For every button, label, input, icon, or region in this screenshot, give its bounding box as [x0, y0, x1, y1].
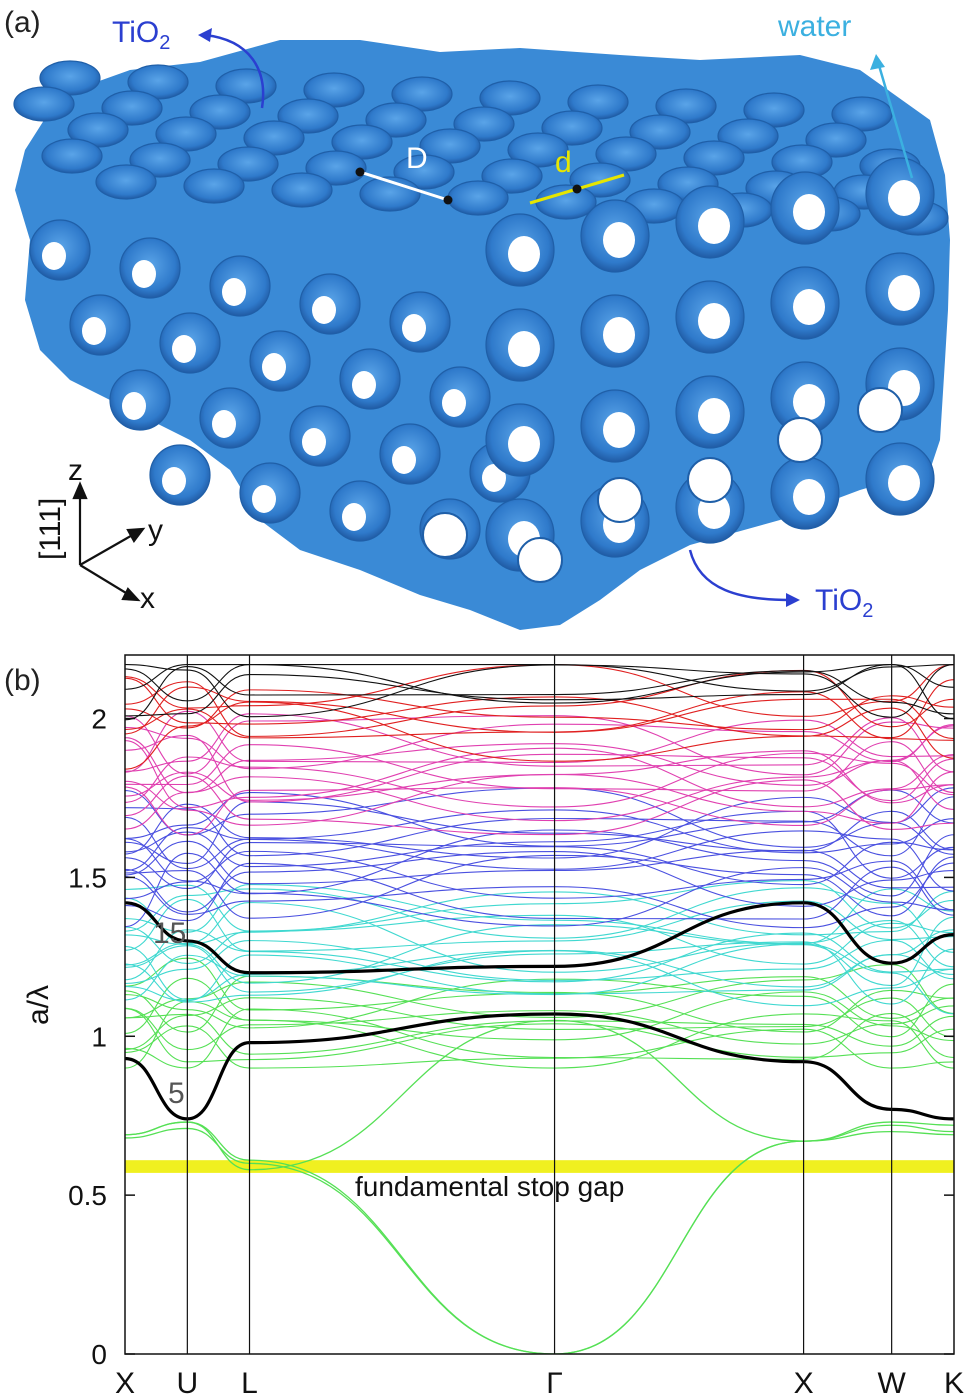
- structure-hole: [687, 457, 733, 503]
- kpoint-label: X: [115, 1367, 135, 1400]
- water-label: water: [777, 10, 851, 43]
- water-arrow: [876, 61, 914, 179]
- structure-hole: [517, 537, 563, 583]
- y-tick-label: 1.5: [68, 862, 107, 893]
- structure-hole: [793, 479, 825, 515]
- D-marker: D: [355, 142, 453, 205]
- structure-hole: [508, 426, 540, 462]
- d-label: d: [555, 146, 572, 179]
- structure-hole: [508, 236, 540, 272]
- y-ticks: 0 0.5 1 1.5 2: [68, 704, 954, 1370]
- axis-y-label: y: [148, 514, 163, 547]
- tio2-arrowhead-top: [198, 28, 212, 42]
- kpoint-label: X: [794, 1367, 814, 1400]
- highlighted-band-5: [125, 1012, 954, 1121]
- y-tick-label: 2: [91, 704, 107, 735]
- structure-hole: [597, 477, 643, 523]
- y-axis-label: a/λ: [22, 985, 55, 1025]
- stop-gap-band: [125, 1160, 954, 1173]
- structure-holes: [13, 60, 949, 583]
- structure-hole: [132, 260, 156, 288]
- kpoint-label: K: [944, 1367, 964, 1400]
- structure-hole: [442, 389, 466, 417]
- structure-hole: [392, 446, 416, 474]
- structure-hole: [603, 412, 635, 448]
- panel-a: (a) D d TiO2 water TiO2: [4, 6, 950, 630]
- structure-dimple: [271, 172, 333, 208]
- coordinate-axes: [72, 481, 146, 602]
- structure-hole: [698, 303, 730, 339]
- structure-hole: [888, 465, 920, 501]
- structure-hole: [888, 275, 920, 311]
- structure-hole: [262, 353, 286, 381]
- structure-hole: [162, 467, 186, 495]
- band-line: [125, 978, 954, 1038]
- D-label: D: [406, 142, 428, 175]
- structure-dimple: [41, 138, 103, 174]
- panel-a-label: (a): [4, 6, 41, 39]
- axis-z-label: z: [68, 454, 83, 487]
- tio2-arrowhead-bottom: [786, 593, 800, 607]
- inverse-opal-structure: [13, 40, 950, 630]
- structure-hole: [777, 417, 823, 463]
- tio2-arrow-bottom: [688, 549, 791, 602]
- structure-hole: [888, 180, 920, 216]
- structure-dimple: [95, 164, 157, 200]
- structure-hole: [698, 398, 730, 434]
- structure-hole: [793, 289, 825, 325]
- direction-111-label: [111]: [34, 498, 67, 560]
- structure-dimple: [13, 86, 75, 122]
- structure-hole: [342, 503, 366, 531]
- structure-hole: [482, 464, 506, 492]
- panel-b-label: (b): [4, 664, 41, 697]
- kpoint-label: Γ: [546, 1367, 563, 1400]
- structure-hole: [793, 194, 825, 230]
- structure-hole: [422, 512, 468, 558]
- structure-hole: [603, 317, 635, 353]
- tio2-label-top: TiO2: [112, 16, 170, 54]
- structure-hole: [857, 387, 903, 433]
- band-label-15: 15: [153, 917, 186, 950]
- water-arrowhead: [870, 54, 885, 70]
- axis-x-label: x: [140, 582, 155, 615]
- structure-hole: [122, 392, 146, 420]
- panel-b: (b) 0 0.5 1 1.5 2 X U L Γ X W K a/λ fundamental st…: [4, 654, 964, 1400]
- structure-hole: [603, 222, 635, 258]
- structure-hole: [793, 384, 825, 420]
- structure-hole: [302, 428, 326, 456]
- band-line: [125, 710, 954, 773]
- structure-dimple: [183, 168, 245, 204]
- structure-hole: [212, 410, 236, 438]
- kpoint-label: W: [877, 1367, 906, 1400]
- structure-hole: [508, 331, 540, 367]
- y-tick-label: 0.5: [68, 1180, 107, 1211]
- stop-gap-annotation: fundamental stop gap: [355, 1171, 624, 1202]
- tio2-label-bottom: TiO2: [815, 584, 873, 622]
- band-label-5: 5: [168, 1077, 185, 1110]
- structure-hole: [42, 242, 66, 270]
- y-tick-label: 0: [91, 1339, 107, 1370]
- structure-dimple: [447, 180, 509, 216]
- structure-hole: [172, 335, 196, 363]
- band-structure-plot: 0 0.5 1 1.5 2 X U L Γ X W K a/λ fundamental stop g…: [22, 654, 964, 1400]
- kpoint-gridlines: [186, 655, 893, 1354]
- band-line: [125, 851, 954, 913]
- structure-hole: [252, 485, 276, 513]
- structure-hole: [82, 317, 106, 345]
- kpoint-label: L: [241, 1367, 258, 1400]
- y-tick-label: 1: [91, 1021, 107, 1052]
- plot-frame: [124, 654, 955, 1355]
- structure-hole: [402, 314, 426, 342]
- structure-hole: [352, 371, 376, 399]
- structure-dimple: [535, 184, 597, 220]
- d-marker: d: [529, 146, 625, 205]
- structure-hole: [312, 296, 336, 324]
- kpoint-label: U: [177, 1367, 199, 1400]
- tio2-arrow-top: [204, 33, 265, 109]
- structure-hole: [222, 278, 246, 306]
- band-line: [125, 852, 954, 928]
- structure-hole: [698, 208, 730, 244]
